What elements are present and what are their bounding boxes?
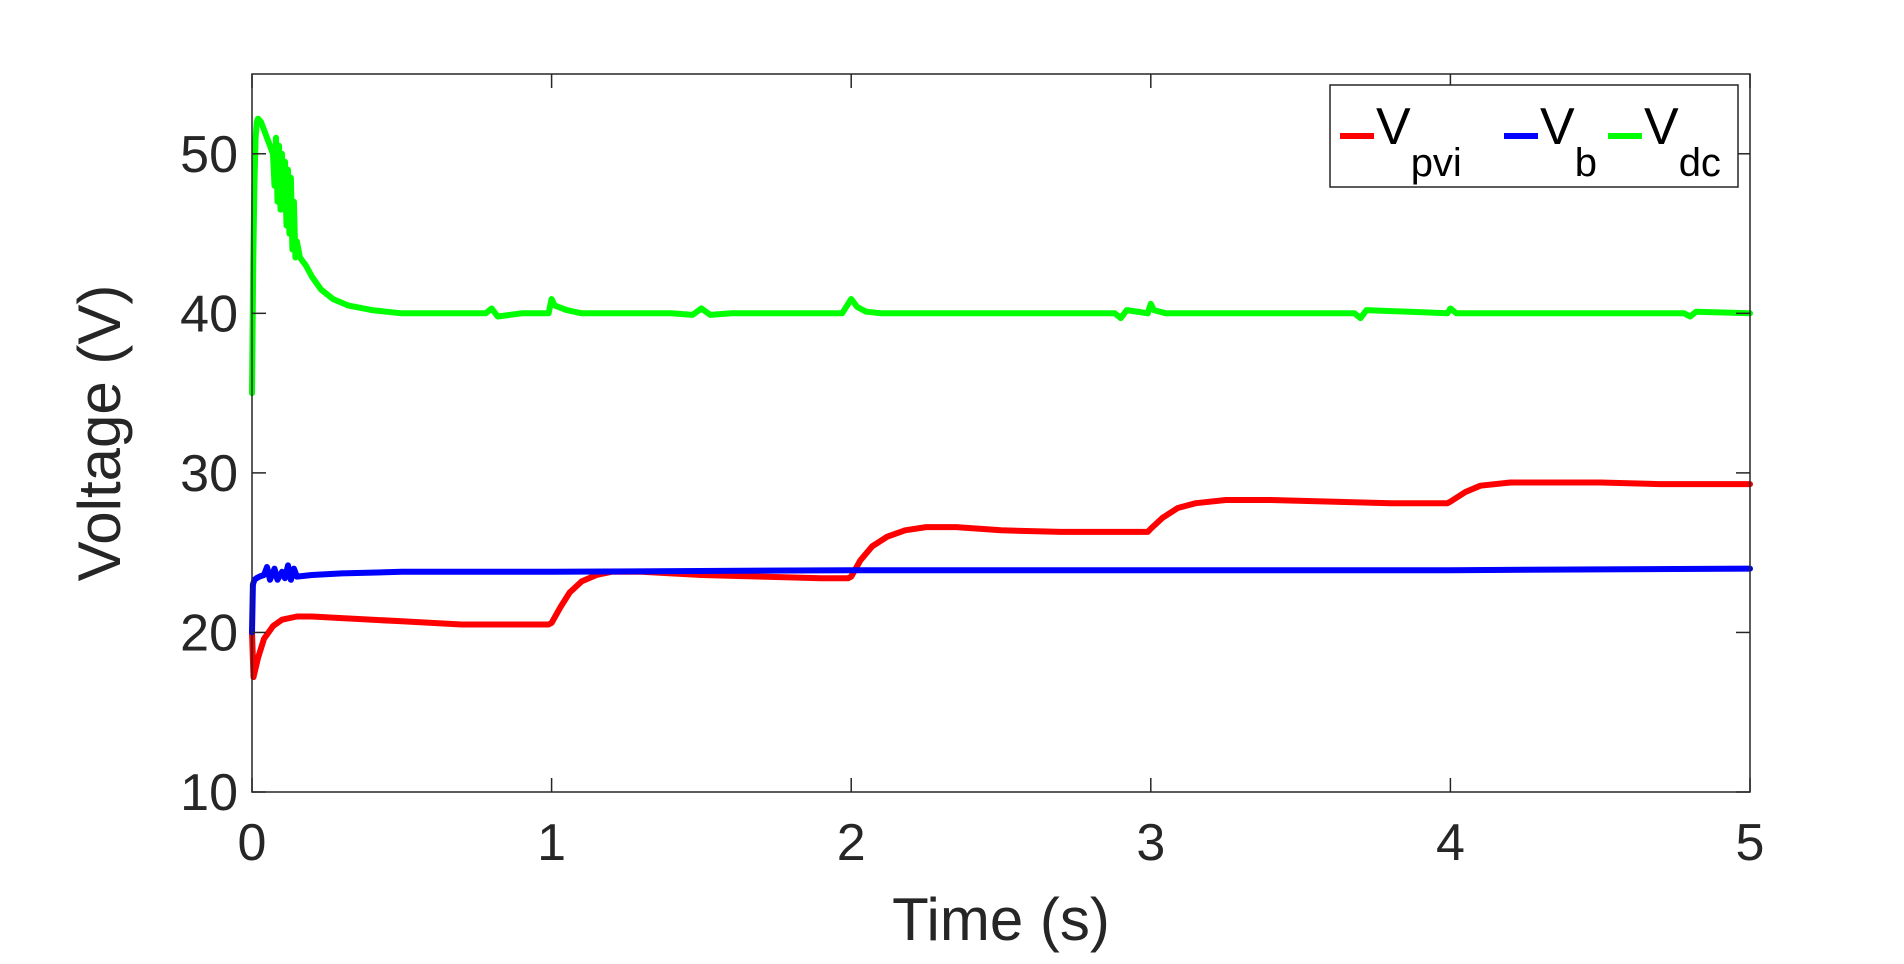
x-tick-label: 3 [1136, 814, 1165, 872]
plot-area [252, 74, 1750, 792]
y-axis-title: Voltage (V) [66, 285, 133, 582]
x-tick-label: 0 [238, 814, 267, 872]
axes: 0 1 2 3 4 5 10 20 30 40 50 [180, 73, 1765, 872]
legend-label-main: V [1644, 98, 1679, 156]
y-tick-label: 40 [180, 285, 238, 343]
y-tick-label: 50 [180, 126, 238, 184]
x-tick-label: 4 [1436, 814, 1465, 872]
series-line-v-b [249, 562, 1753, 636]
x-tick-label: 2 [837, 814, 866, 872]
legend-label-main: V [1540, 98, 1575, 156]
series-line-v-dc [249, 115, 1753, 397]
series-line-v-pvi [249, 479, 1753, 681]
x-tick-label: 1 [537, 814, 566, 872]
y-tick-label: 30 [180, 445, 238, 503]
y-tick-label: 20 [180, 604, 238, 662]
legend-label-dc: Vdc [1644, 98, 1721, 185]
legend-label-b: Vb [1540, 98, 1597, 185]
x-axis-title: Time (s) [892, 886, 1110, 953]
legend-label-sub: dc [1679, 141, 1721, 185]
legend-label-pvi: Vpvi [1376, 98, 1462, 185]
axes-box [251, 73, 1751, 793]
y-tick-label: 10 [180, 764, 238, 822]
legend-label-sub: b [1575, 141, 1597, 185]
legend-label-sub: pvi [1411, 141, 1462, 185]
legend-label-main: V [1376, 98, 1411, 156]
x-tick-label: 5 [1736, 814, 1765, 872]
data-lines [249, 115, 1753, 681]
